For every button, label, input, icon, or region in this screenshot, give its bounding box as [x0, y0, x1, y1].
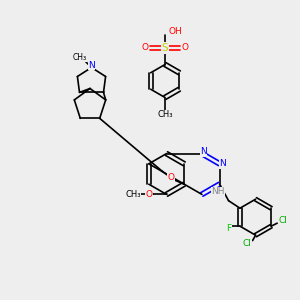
Text: Cl: Cl — [279, 216, 288, 225]
Text: N: N — [200, 147, 207, 156]
Text: N: N — [219, 159, 226, 168]
Text: O: O — [146, 190, 153, 199]
Text: Cl: Cl — [243, 239, 252, 248]
Text: CH₃: CH₃ — [125, 190, 141, 199]
Text: O: O — [142, 44, 149, 52]
Text: OH: OH — [169, 27, 182, 36]
Text: O: O — [181, 44, 188, 52]
Text: NH: NH — [211, 187, 225, 196]
Text: F: F — [226, 224, 231, 233]
Text: N: N — [88, 61, 95, 70]
Text: S: S — [162, 43, 168, 53]
Text: CH₃: CH₃ — [72, 52, 87, 62]
Text: O: O — [167, 173, 174, 182]
Text: CH₃: CH₃ — [157, 110, 173, 119]
